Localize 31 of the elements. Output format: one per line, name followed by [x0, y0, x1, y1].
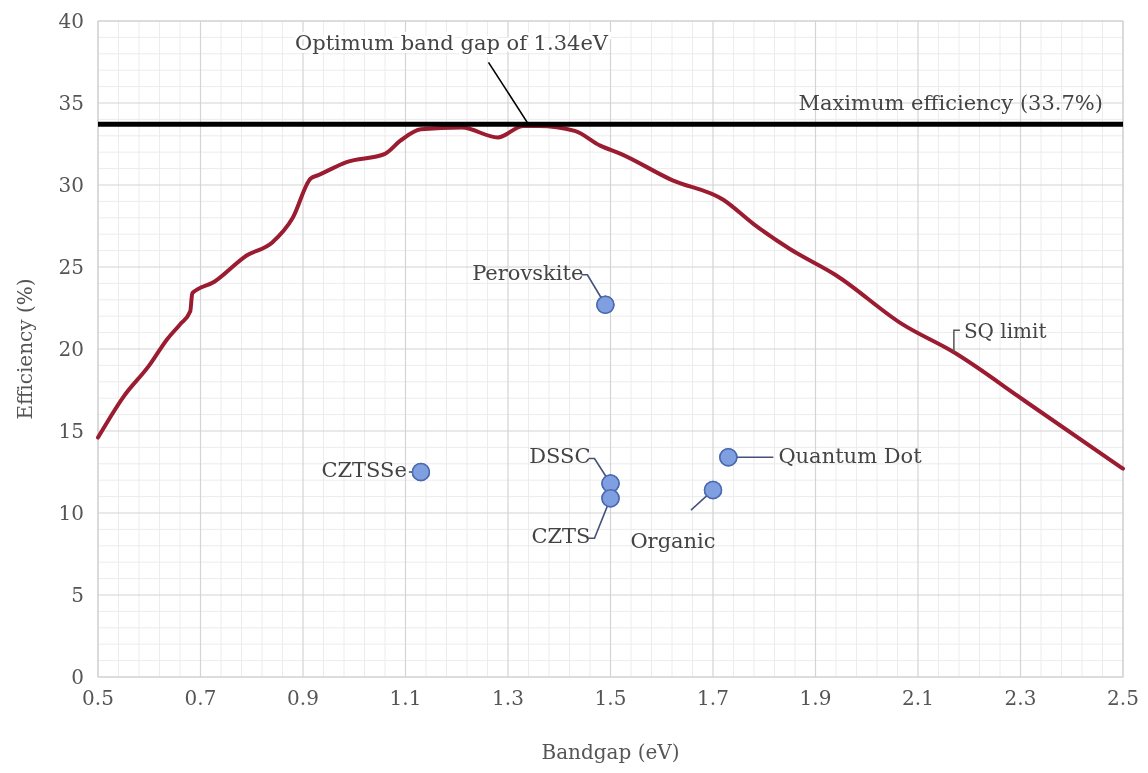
y-tick-label: 10: [58, 501, 84, 525]
y-tick-label: 35: [58, 91, 84, 115]
annotation: CZTS: [531, 524, 591, 549]
x-tick-label: 1.9: [799, 686, 832, 710]
series-label: SQ limit: [963, 319, 1047, 344]
y-tick-label: 0: [71, 665, 84, 689]
x-tick-label: 1.3: [492, 686, 524, 710]
y-tick-label: 30: [58, 173, 84, 197]
x-tick-label: 1.5: [594, 686, 627, 710]
x-tick-label: 0.5: [82, 686, 114, 710]
annotation: Perovskite: [472, 260, 584, 285]
y-tick-label: 40: [58, 9, 84, 33]
x-tick-label: 0.7: [184, 686, 217, 710]
annotation: CZTSSe: [321, 458, 407, 482]
x-tick-label: 2.1: [902, 686, 934, 710]
x-tick-label: 2.5: [1107, 686, 1139, 710]
annotation: DSSC: [529, 444, 591, 469]
annotation: Organic: [630, 529, 716, 554]
y-tick-label: 5: [71, 583, 84, 607]
x-tick-label: 2.3: [1004, 686, 1037, 710]
x-tick-label: 0.9: [287, 686, 319, 710]
ref-line-label: Maximum efficiency (33.7%): [798, 91, 1103, 116]
annotation: Quantum Dot: [778, 444, 923, 469]
y-tick-label: 25: [58, 255, 84, 279]
y-axis-title: Efficiency (%): [13, 278, 37, 420]
x-tick-label: 1.1: [389, 686, 422, 710]
x-tick-label: 1.7: [697, 686, 729, 710]
x-axis-title: Bandgap (eV): [541, 740, 680, 764]
annotation: Optimum band gap of 1.34eV: [295, 31, 609, 56]
y-tick-label: 20: [58, 337, 84, 361]
y-tick-label: 15: [58, 419, 84, 443]
